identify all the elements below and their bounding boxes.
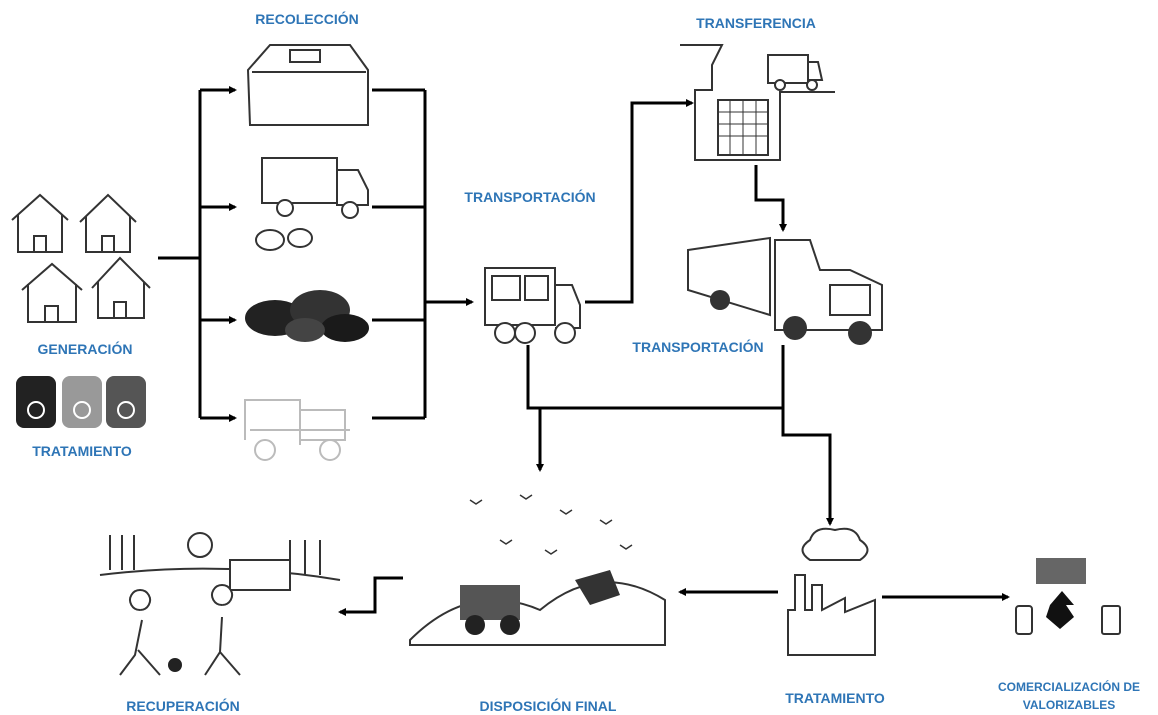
factory-icon bbox=[788, 529, 875, 655]
dumpster-icon bbox=[248, 45, 368, 125]
label-recuperacion: RECUPERACIÓN bbox=[126, 697, 240, 714]
label-transportacion-2: TRANSPORTACIÓN bbox=[632, 338, 763, 355]
street-sweeper-icon bbox=[245, 400, 350, 460]
semi-truck-icon bbox=[688, 238, 882, 345]
label-valorizables: VALORIZABLES bbox=[1023, 698, 1115, 712]
bins-icon bbox=[16, 376, 146, 428]
label-disposicion-final: DISPOSICIÓN FINAL bbox=[480, 697, 617, 714]
houses-icon bbox=[12, 195, 150, 322]
truck-icon bbox=[485, 268, 580, 343]
park-icon bbox=[100, 533, 340, 675]
label-transportacion: TRANSPORTACIÓN bbox=[464, 188, 595, 205]
recyclables-icon bbox=[1016, 558, 1120, 634]
label-transferencia: TRANSFERENCIA bbox=[696, 15, 816, 31]
garbage-bags-icon bbox=[245, 290, 369, 342]
garbage-truck-icon bbox=[256, 158, 368, 250]
label-recoleccion: RECOLECCIÓN bbox=[255, 10, 358, 27]
label-tratamiento-2: TRATAMIENTO bbox=[785, 690, 885, 706]
label-comercializacion: COMERCIALIZACIÓN DE bbox=[998, 679, 1140, 694]
landfill-icon bbox=[410, 495, 665, 645]
transfer-station-icon bbox=[680, 45, 835, 160]
label-generacion: GENERACIÓN bbox=[38, 340, 133, 357]
diagram: RECOLECCIÓN TRANSFERENCIA TRANSPORTACIÓN… bbox=[0, 0, 1158, 715]
label-tratamiento: TRATAMIENTO bbox=[32, 443, 132, 459]
